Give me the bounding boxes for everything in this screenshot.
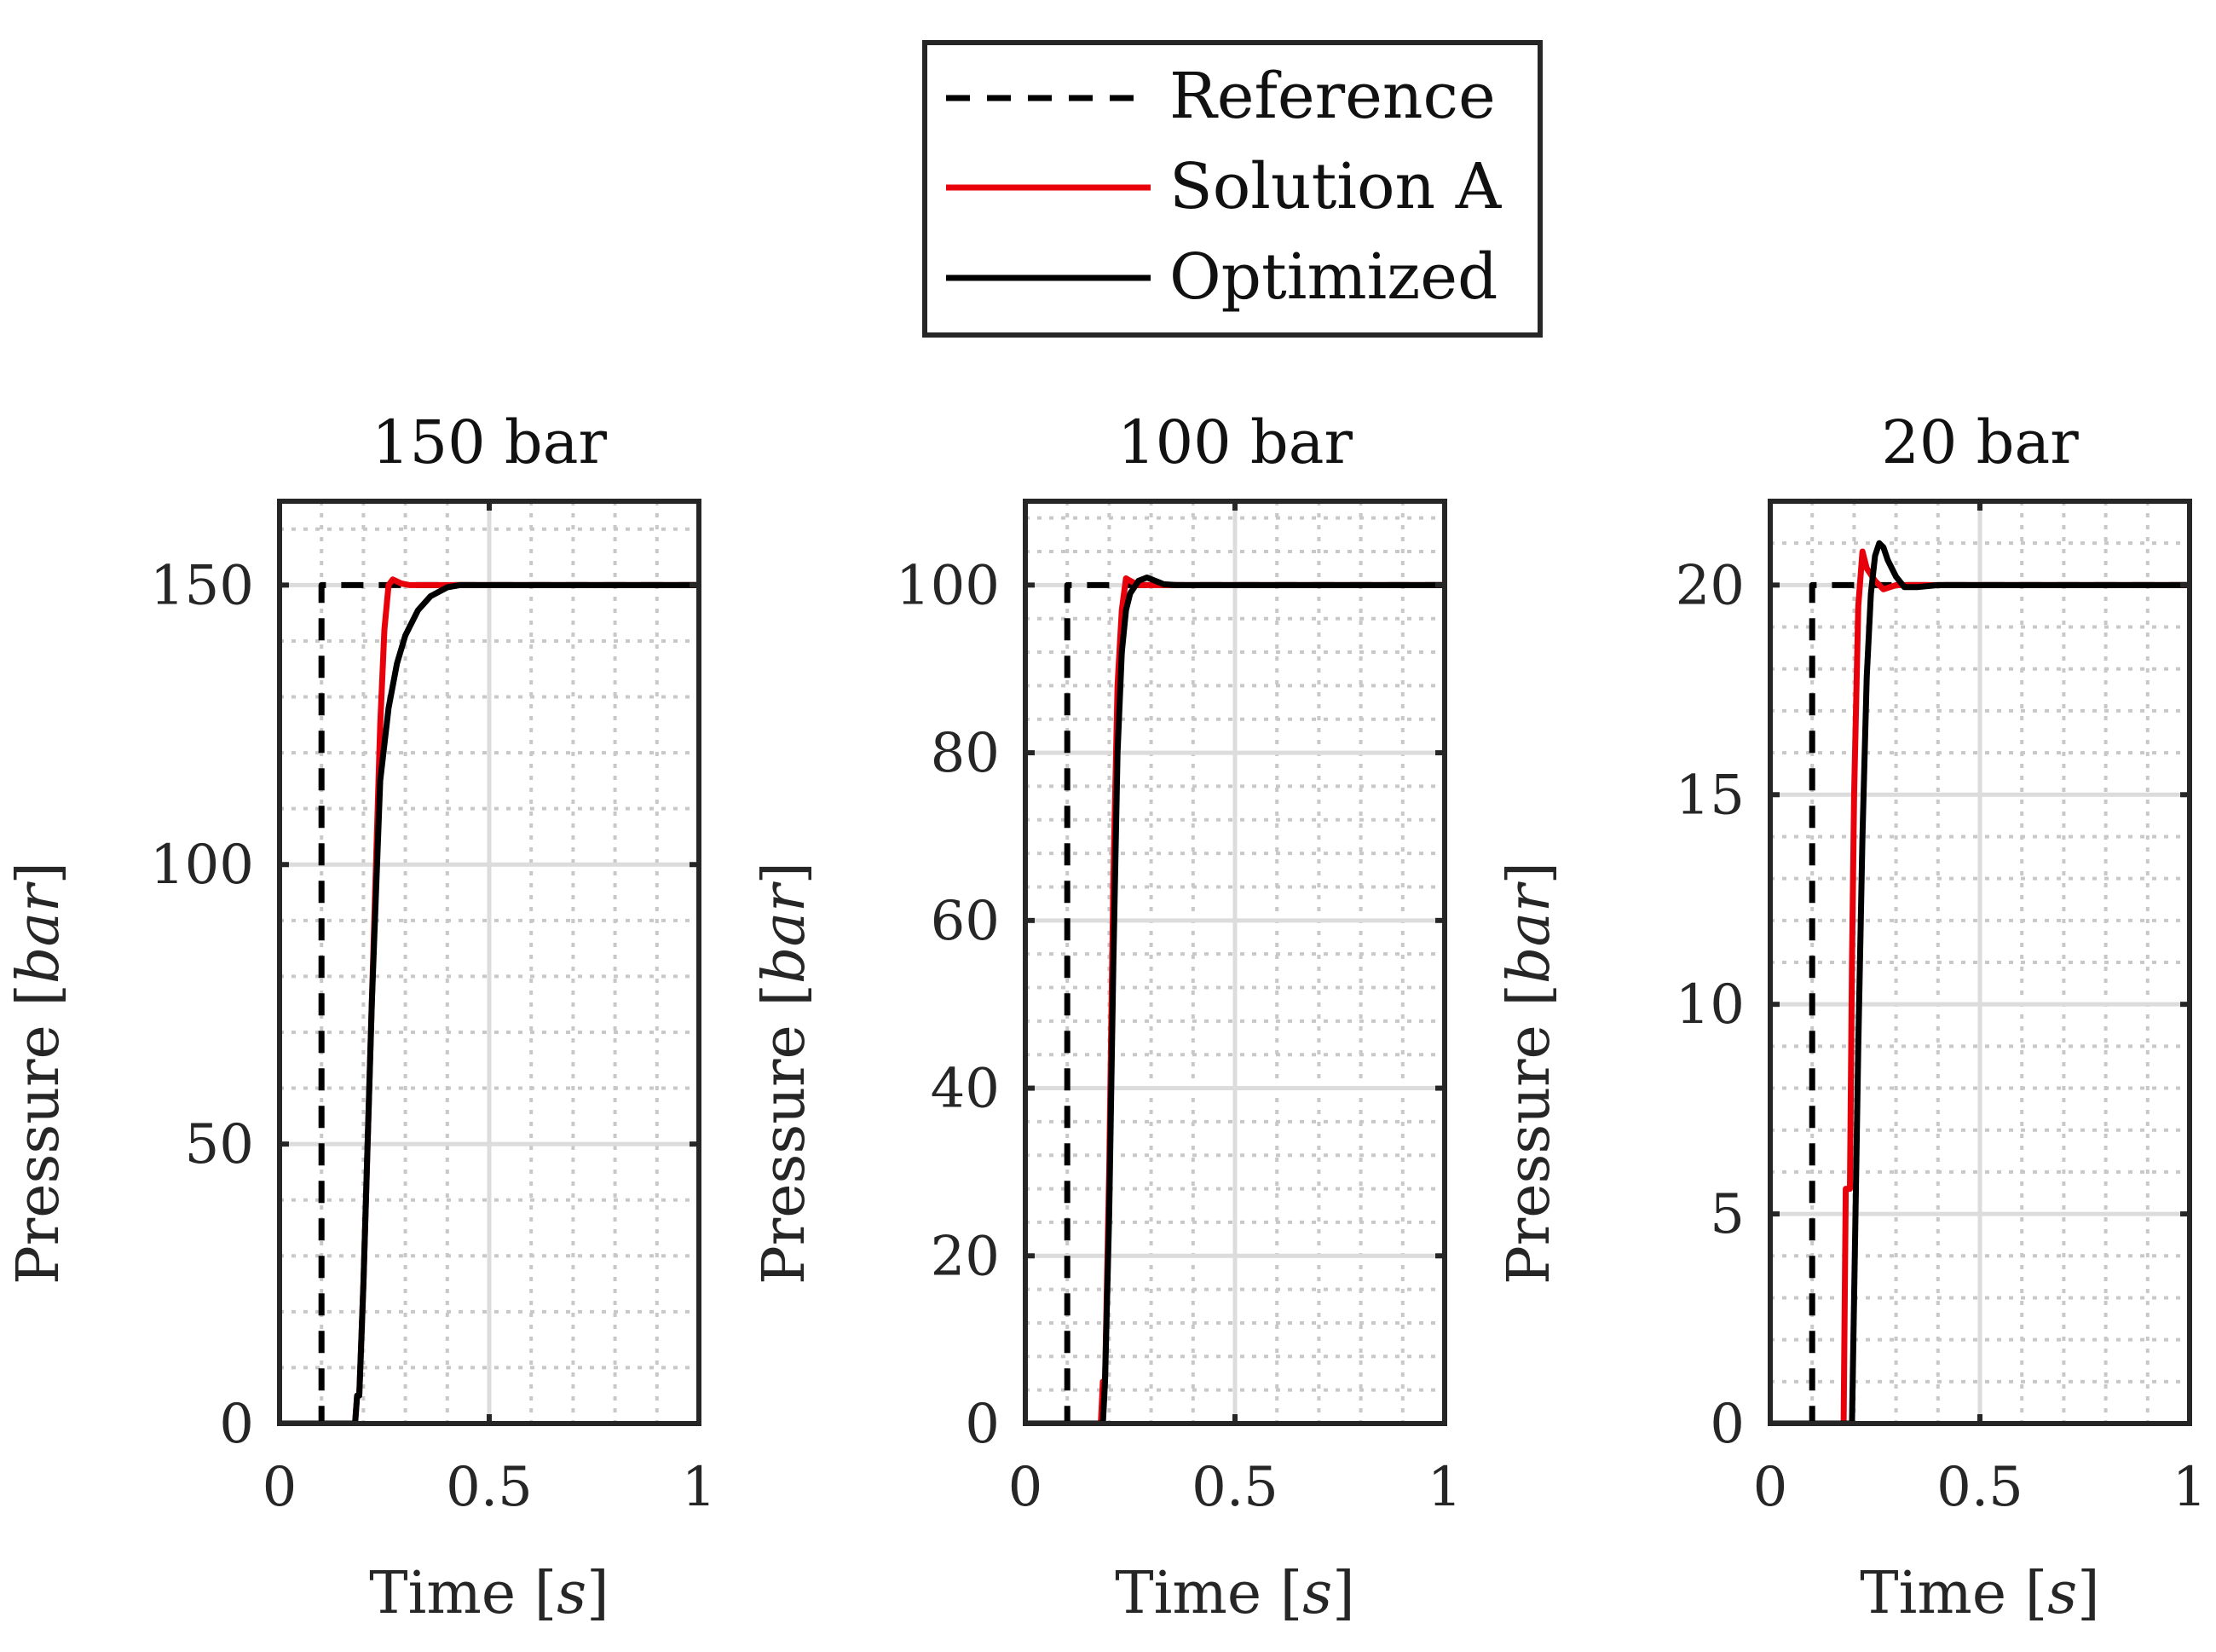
y-tick-label: 20 [1676, 554, 1745, 617]
x-tick-label: 0 [1008, 1456, 1043, 1519]
subplot-1: 0 0.5 1 0 50 100 150 150 bar Time [s] Pressure [b… [5, 407, 716, 1627]
x-tick-label: 0 [263, 1456, 297, 1519]
y-tick-label: 20 [931, 1225, 1000, 1288]
subplot-title: 150 bar [372, 407, 607, 477]
legend-entry-solution-a: Solution A [946, 150, 1503, 223]
y-tick-label: 15 [1676, 764, 1745, 827]
subplot-title: 100 bar [1117, 407, 1353, 477]
y-tick-label: 80 [931, 722, 1000, 785]
legend-label-solution-a: Solution A [1169, 150, 1503, 223]
x-axis-label: Time [s] [1115, 1560, 1354, 1627]
y-axis-label: Pressure [bar] [5, 862, 72, 1285]
x-axis-label: Time [s] [369, 1560, 609, 1627]
legend-label-reference: Reference [1169, 60, 1496, 133]
y-axis-label: Pressure [bar] [751, 862, 818, 1285]
x-tick-label: 0.5 [1936, 1456, 2023, 1519]
series-line-solution-a [1770, 548, 2190, 1424]
y-axis-label: Pressure [bar] [1496, 862, 1563, 1285]
series-line-optimized [280, 581, 699, 1424]
legend-entry-optimized: Optimized [946, 240, 1498, 314]
x-tick-label: 1 [2173, 1456, 2207, 1519]
x-tick-label: 1 [1428, 1456, 1463, 1519]
subplot-2: 0 0.5 1 0 20 40 60 80 100 100 bar Time [s] Pressure… [751, 407, 1462, 1627]
y-tick-label: 40 [931, 1058, 1000, 1121]
y-tick-label: 5 [1710, 1183, 1745, 1246]
y-tick-label: 100 [150, 834, 254, 897]
series-line-optimized [1025, 575, 1445, 1424]
y-tick-label: 60 [931, 890, 1000, 953]
legend-entry-reference: Reference [946, 60, 1496, 133]
y-tick-label: 50 [185, 1113, 254, 1176]
x-tick-label: 1 [682, 1456, 717, 1519]
x-tick-label: 0.5 [1192, 1456, 1278, 1519]
y-tick-label: 0 [1710, 1393, 1745, 1456]
x-tick-label: 0 [1753, 1456, 1788, 1519]
y-tick-label: 150 [150, 554, 254, 617]
subplot-title: 20 bar [1881, 407, 2079, 477]
series-line-optimized [1770, 540, 2190, 1424]
y-tick-label: 0 [219, 1393, 254, 1456]
x-axis-label: Time [s] [1860, 1560, 2099, 1627]
y-tick-label: 0 [965, 1393, 1000, 1456]
y-tick-label: 100 [896, 554, 1000, 617]
legend-label-optimized: Optimized [1169, 240, 1498, 314]
y-tick-label: 10 [1676, 973, 1745, 1037]
legend: Reference Solution A Optimized [922, 40, 1543, 338]
x-tick-label: 0.5 [446, 1456, 533, 1519]
